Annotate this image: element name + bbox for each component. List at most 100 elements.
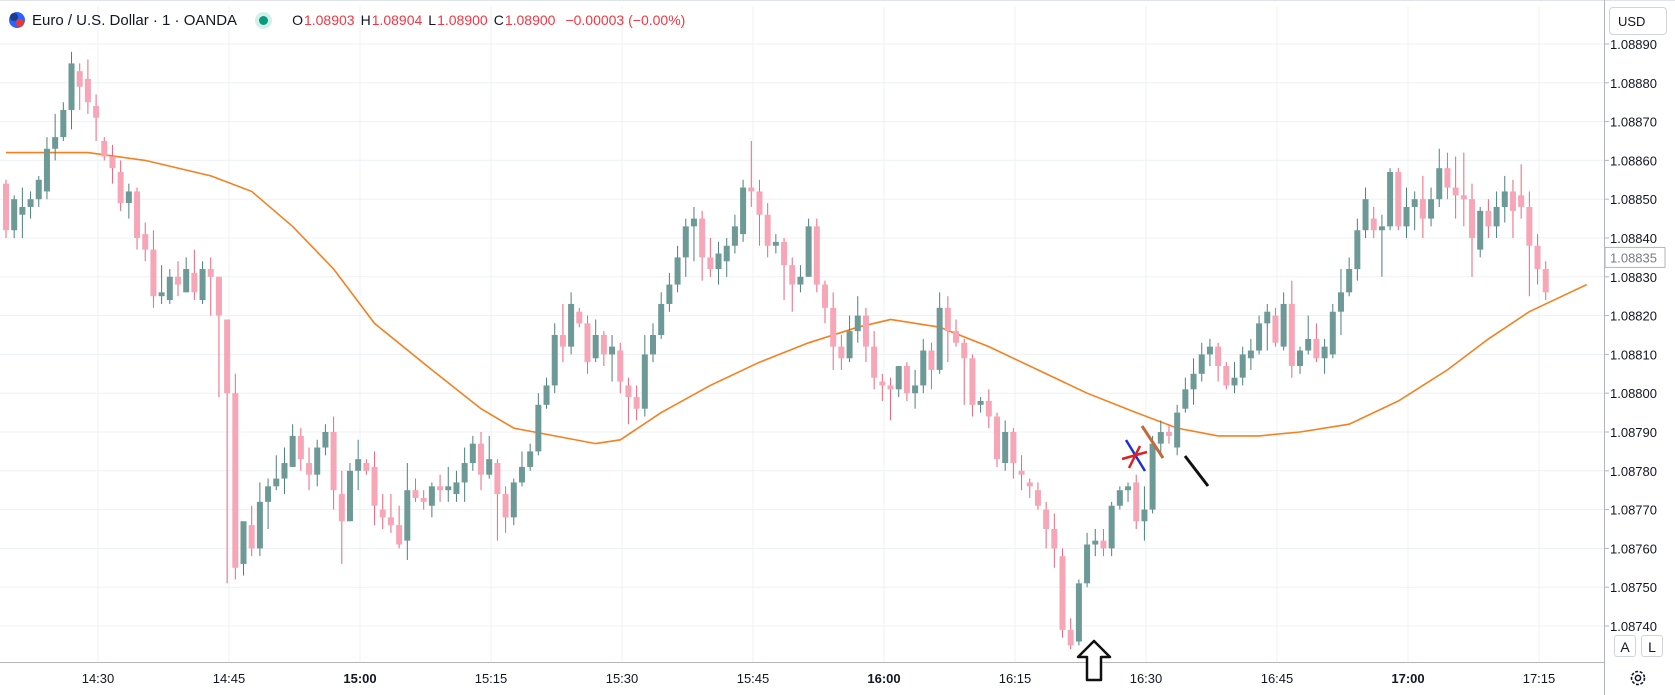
candle-body [494, 463, 501, 495]
currency-selector[interactable]: USD [1609, 7, 1667, 35]
candle [1215, 342, 1222, 382]
symbol-title[interactable]: Euro / U.S. Dollar · 1 · OANDA [32, 11, 238, 29]
candle-body [1518, 195, 1525, 207]
candle [1297, 346, 1304, 374]
candle [748, 141, 755, 207]
candle-body [559, 335, 566, 347]
candle-body [150, 249, 157, 297]
log-scale-button[interactable]: L [1641, 635, 1663, 657]
candle-body [1460, 195, 1467, 200]
candle-body [1526, 206, 1533, 246]
time-tick-label: 15:00 [343, 671, 376, 686]
candle [207, 257, 214, 316]
candle [1198, 342, 1205, 382]
candle [715, 241, 722, 285]
candle-body [412, 490, 419, 498]
candle-body [871, 346, 878, 378]
candle [977, 397, 984, 413]
current-price-label: 1.08835 [1610, 250, 1657, 265]
candle [43, 137, 50, 200]
candle [559, 303, 566, 363]
candle-body [838, 346, 845, 359]
candle [224, 319, 231, 584]
candle-body [1133, 482, 1140, 522]
candle-body [641, 354, 648, 409]
candle [453, 470, 460, 502]
candle-body [387, 517, 394, 526]
candle [363, 459, 370, 475]
candle [1469, 183, 1476, 277]
open-value: 1.08903 [303, 12, 355, 28]
candle [1239, 346, 1246, 386]
candle [699, 210, 706, 281]
candle [1084, 532, 1091, 588]
candle [1223, 362, 1230, 390]
candle [953, 319, 960, 347]
candle-body [404, 490, 411, 541]
candle-body [420, 497, 427, 502]
candle [797, 265, 804, 293]
candle [461, 447, 468, 502]
candle-body [1313, 338, 1320, 359]
candle-body [502, 494, 509, 518]
candle-body [772, 241, 779, 246]
candle-body [961, 342, 968, 359]
candle [338, 470, 345, 564]
candle-body [830, 307, 837, 347]
candle [1378, 214, 1385, 277]
candle-body [1075, 583, 1082, 642]
candle [1354, 218, 1361, 281]
time-tick-label: 16:15 [999, 671, 1032, 686]
candle-body [797, 276, 804, 285]
candle-body [731, 226, 738, 246]
candle-body [584, 323, 591, 363]
market-status-icon [259, 15, 269, 25]
candle [928, 342, 935, 390]
candle-body [52, 137, 59, 149]
candle [1190, 358, 1197, 405]
gear-icon[interactable] [1628, 668, 1648, 688]
candle [1280, 292, 1287, 351]
auto-scale-button[interactable]: A [1614, 635, 1636, 657]
user-drawings [1076, 425, 1210, 682]
candle [396, 505, 403, 549]
price-axis: 1.08890 1.08880 1.08870 1.08860 1.08850 1.088… [1604, 0, 1666, 695]
candle-body [199, 269, 206, 301]
candle-body [1428, 199, 1435, 219]
candle-body [281, 463, 288, 479]
candle-body [756, 191, 763, 215]
candle [215, 276, 222, 398]
candle-body [174, 276, 181, 285]
candle [658, 292, 665, 339]
candle [666, 272, 673, 312]
candle [993, 412, 1000, 467]
candle [84, 59, 91, 114]
candle-body [76, 71, 83, 87]
candle-body [1018, 470, 1025, 475]
candle [756, 179, 763, 246]
candle-body [748, 187, 755, 192]
candle-body [1501, 191, 1508, 207]
candle [625, 377, 632, 425]
candle-body [764, 214, 771, 246]
candle [961, 338, 968, 405]
candle-body [1469, 199, 1476, 238]
candle-body [445, 486, 452, 491]
candle [1075, 579, 1082, 646]
time-tick-label: 16:30 [1130, 671, 1163, 686]
candle [535, 393, 542, 456]
candle [1534, 234, 1541, 285]
candle [68, 51, 75, 130]
candle [510, 478, 517, 526]
candle [1247, 338, 1254, 370]
candle-body [969, 358, 976, 405]
candle-body [1190, 373, 1197, 390]
black-trend-line [1183, 455, 1210, 487]
candle-body [600, 335, 607, 355]
candle [1329, 303, 1336, 359]
candle-body [273, 478, 280, 487]
candle-body [912, 385, 919, 394]
candle [1256, 315, 1263, 355]
candle [1460, 152, 1467, 227]
